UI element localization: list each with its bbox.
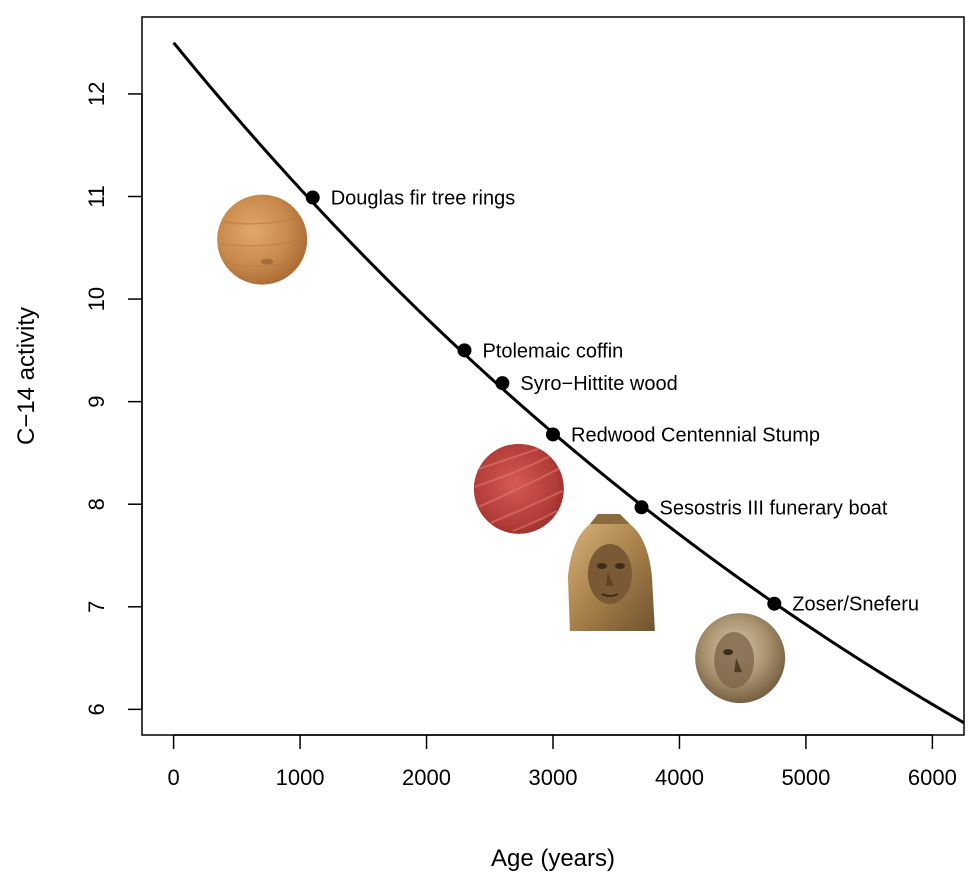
douglas-fir-wood-image (217, 194, 308, 285)
data-point (457, 343, 472, 358)
x-tick-label: 4000 (655, 765, 704, 790)
x-tick-label: 1000 (276, 765, 325, 790)
y-axis: 6 7 8 9 10 11 12 (84, 82, 143, 715)
decay-curve (172, 41, 965, 725)
redwood-slice-image (473, 443, 564, 534)
x-tick-label: 3000 (529, 765, 578, 790)
point-label: Zoser/Sneferu (792, 594, 919, 616)
data-point (305, 190, 320, 205)
point-label: Ptolemaic coffin (482, 340, 623, 362)
point-label: Douglas fir tree rings (331, 188, 516, 210)
point-label: Syro−Hittite wood (520, 373, 677, 395)
zoser-head-image (695, 613, 786, 704)
y-tick-label: 12 (84, 82, 109, 106)
x-tick-label: 2000 (402, 765, 451, 790)
y-tick-label: 8 (84, 498, 109, 510)
data-point (546, 427, 560, 442)
data-point (767, 596, 782, 611)
x-axis: 0 1000 2000 3000 4000 5000 6000 (167, 734, 957, 790)
points-layer: Douglas fir tree rings Ptolemaic coffin Sy… (305, 188, 919, 616)
x-tick-label: 5000 (781, 765, 830, 790)
y-axis-title: C−14 activity (13, 307, 40, 445)
x-axis-title: Age (years) (491, 845, 615, 872)
point-label: Redwood Centennial Stump (571, 424, 820, 446)
point-label: Sesostris III funerary boat (660, 497, 888, 519)
data-point (495, 376, 510, 391)
y-tick-label: 11 (84, 185, 109, 208)
y-tick-label: 7 (84, 601, 109, 613)
y-tick-label: 10 (84, 287, 109, 311)
sesostris-head-image (567, 514, 655, 632)
x-tick-label: 0 (167, 765, 179, 790)
data-point (634, 500, 649, 515)
x-tick-label: 6000 (908, 765, 957, 790)
y-tick-label: 6 (84, 703, 109, 715)
y-tick-label: 9 (84, 396, 109, 408)
images-layer (217, 194, 786, 704)
